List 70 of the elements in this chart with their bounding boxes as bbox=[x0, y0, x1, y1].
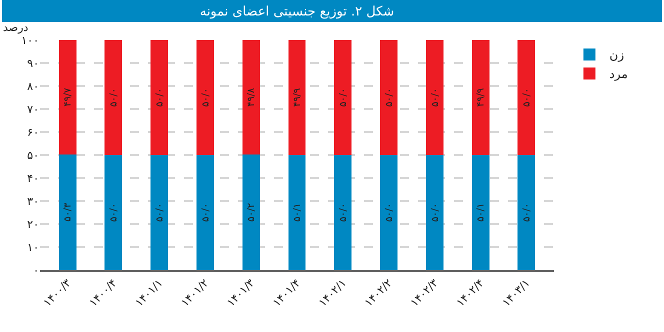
bar bbox=[518, 40, 536, 155]
bar bbox=[472, 40, 490, 155]
data-label: ۵۰/۰ bbox=[384, 203, 395, 222]
x-tick-label: ۱۴۰۱/۳ bbox=[224, 276, 258, 310]
y-tick-label: ۲۰ bbox=[27, 218, 39, 231]
bar bbox=[104, 155, 122, 270]
y-tick-label: ۳۰ bbox=[27, 194, 39, 208]
y-tick-label: ۴۰ bbox=[27, 172, 39, 185]
x-tick-label: ۱۴۰۱/۱ bbox=[132, 276, 166, 310]
chart-title: شکل ۲. توزیع جنسیتی اعضای نمونه bbox=[200, 4, 394, 20]
data-label: ۵۰/۰ bbox=[338, 203, 349, 222]
bar bbox=[150, 40, 168, 155]
data-label: ۵۰/۳ bbox=[62, 202, 74, 222]
y-tick-label: ۵۰ bbox=[27, 148, 39, 162]
bar bbox=[288, 154, 306, 270]
bar bbox=[334, 155, 352, 270]
legend-label: مرد bbox=[609, 67, 628, 82]
data-label: ۵۰/۰ bbox=[108, 203, 120, 222]
data-label: ۴۹/۹ bbox=[476, 88, 487, 107]
bar bbox=[196, 155, 214, 270]
x-tick-label: ۱۴۰۰/۳ bbox=[40, 276, 74, 310]
bar bbox=[242, 40, 260, 155]
data-label: ۵۰/۰ bbox=[108, 88, 120, 107]
bar bbox=[242, 154, 260, 270]
bar bbox=[380, 155, 398, 270]
bar bbox=[426, 155, 444, 270]
bar bbox=[518, 155, 536, 270]
bar bbox=[196, 40, 214, 155]
bar bbox=[58, 154, 76, 270]
bar bbox=[472, 154, 490, 270]
data-label: ۵۰/۰ bbox=[522, 203, 533, 222]
data-label: ۵۰/۰ bbox=[154, 88, 166, 107]
data-label: ۴۹/۸ bbox=[246, 88, 258, 107]
x-tick-label: ۱۴۰۲/۲ bbox=[362, 276, 395, 310]
legend-label: زن bbox=[609, 48, 624, 62]
data-label: ۵۰/۰ bbox=[338, 88, 349, 107]
data-label: ۵۰/۰ bbox=[200, 203, 212, 222]
y-axis-title: درصد bbox=[3, 21, 28, 34]
data-label: ۴۹/۹ bbox=[292, 88, 304, 107]
bar bbox=[150, 155, 168, 270]
bar bbox=[104, 40, 122, 155]
data-label: ۵۰/۱ bbox=[292, 202, 304, 222]
x-tick-label: ۱۴۰۲/۱ bbox=[316, 276, 349, 310]
data-label: ۵۰/۰ bbox=[522, 88, 533, 107]
x-tick-label: ۱۴۰۳/۱ bbox=[500, 276, 532, 310]
x-tick-label: ۱۴۰۱/۴ bbox=[270, 276, 304, 310]
y-tick-label: ۱۰۰ bbox=[21, 34, 39, 47]
x-tick-label: ۱۴۰۲/۴ bbox=[454, 276, 487, 310]
data-label: ۵۰/۰ bbox=[200, 88, 212, 107]
data-label: ۵۰/۰ bbox=[430, 88, 441, 107]
data-label: ۵۰/۲ bbox=[246, 202, 258, 222]
y-tick-label: ۷۰ bbox=[27, 102, 39, 116]
data-label: ۴۹/۷ bbox=[62, 88, 74, 107]
x-tick-label: ۱۴۰۰/۴ bbox=[86, 276, 120, 310]
y-tick-label: ۶۰ bbox=[27, 126, 39, 139]
y-tick-label: ۹۰ bbox=[27, 56, 39, 70]
data-label: ۵۰/۰ bbox=[154, 203, 166, 222]
x-tick-label: ۱۴۰۱/۲ bbox=[178, 276, 212, 310]
y-tick-label: ۱۰ bbox=[27, 240, 39, 254]
bar bbox=[380, 40, 398, 155]
data-label: ۵۰/۰ bbox=[430, 203, 441, 222]
bar bbox=[426, 40, 444, 155]
bar bbox=[58, 40, 76, 154]
data-label: ۵۰/۱ bbox=[476, 202, 487, 222]
y-tick-label: ۸۰ bbox=[27, 80, 39, 93]
x-tick-label: ۱۴۰۲/۳ bbox=[408, 276, 441, 310]
data-label: ۵۰/۰ bbox=[384, 88, 395, 107]
bar bbox=[288, 40, 306, 155]
y-tick-label: ۰ bbox=[33, 264, 39, 277]
bar bbox=[334, 40, 352, 155]
